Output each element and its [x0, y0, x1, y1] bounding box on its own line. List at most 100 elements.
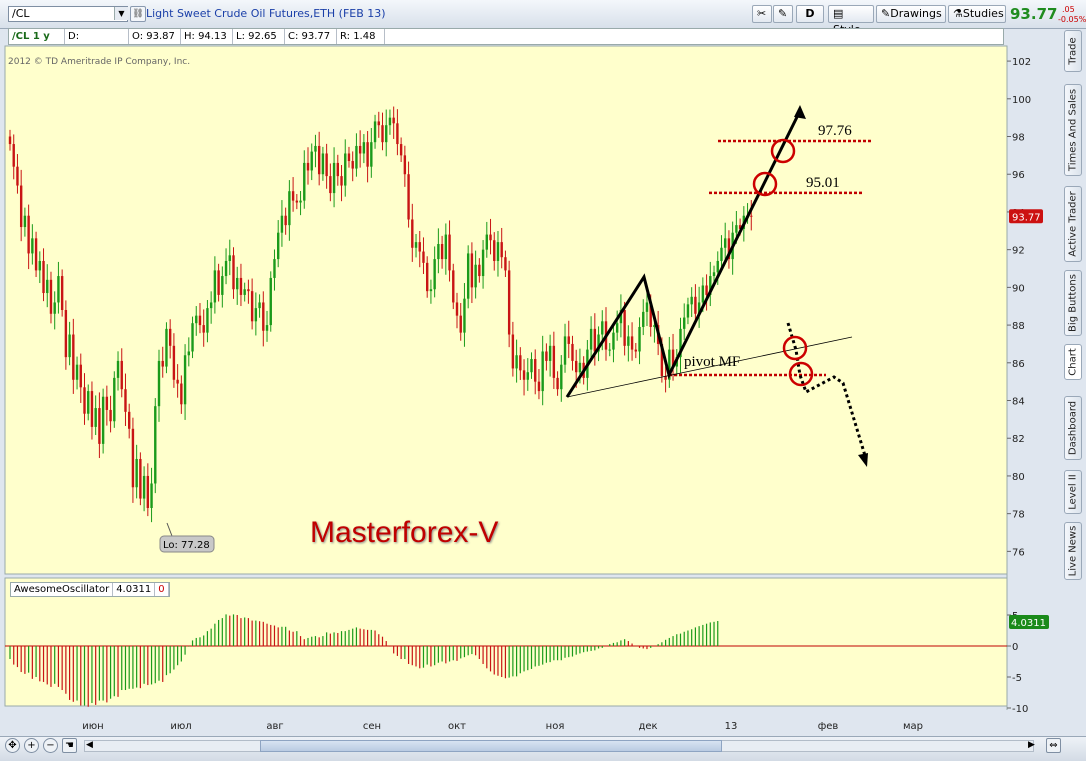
candle-body [46, 279, 49, 294]
candle-body [426, 262, 429, 292]
candle-body [593, 328, 597, 352]
candle-body [64, 310, 68, 358]
zoom-out-icon[interactable]: − [43, 738, 58, 753]
candle-body [57, 276, 60, 303]
candle-body [537, 381, 541, 392]
pivot-label: pivot MF [684, 354, 740, 370]
candle-body [224, 260, 228, 277]
candle-body [534, 359, 537, 382]
wrench-icon[interactable]: ✎ [773, 5, 793, 23]
candle-body [418, 242, 421, 252]
instrument-title[interactable]: Light Sweet Crude Oil Futures,ETH (FEB 1… [146, 7, 386, 20]
candle-body [381, 125, 384, 143]
candle-body [615, 323, 619, 333]
candle-body [209, 302, 213, 309]
tools-icon[interactable]: ✂ [752, 5, 772, 23]
candle-body [578, 362, 582, 373]
candle-body [27, 215, 30, 254]
info-close: C: 93.77 [285, 29, 337, 44]
candle-body [493, 240, 496, 261]
candle-body [38, 260, 41, 271]
tab-dashboard[interactable]: Dashboard [1064, 396, 1082, 460]
candle-body [444, 234, 448, 260]
candle-body [638, 326, 641, 352]
tab-dashboard-label: Dashboard [1067, 400, 1079, 456]
link-icon[interactable]: ⛓ [130, 6, 146, 22]
studies-label: Studies [962, 7, 1004, 20]
tab-trade-label: Trade [1067, 37, 1079, 65]
candle-body [157, 360, 161, 407]
tab-news-label: Live News [1067, 525, 1079, 577]
candle-body [601, 321, 604, 335]
candle-body [232, 255, 235, 290]
candle-body [686, 304, 690, 318]
candle-body [716, 260, 719, 273]
dotted-projection [786, 322, 868, 460]
oscillator-label[interactable]: AwesomeOscillator 4.0311 0 [10, 582, 170, 597]
low-label: Lo: 77.28 [163, 540, 210, 551]
drawings-button[interactable]: ✎Drawings [876, 5, 946, 23]
candle-body [712, 272, 716, 277]
candle-body [679, 328, 682, 358]
price-tick-label: 96 [1012, 170, 1025, 181]
studies-button[interactable]: ⚗Studies [948, 5, 1006, 23]
candle-body [399, 144, 403, 156]
scroll-left-icon[interactable]: ◀ [86, 740, 93, 750]
last-price: 93.77 [1010, 5, 1058, 23]
tab-trade[interactable]: Trade [1064, 30, 1082, 72]
candle-body [373, 121, 377, 143]
zoom-in-icon[interactable]: + [24, 738, 39, 753]
style-button[interactable]: ▤ Style [828, 5, 874, 36]
price-axis: 767880828486889092949698100102 [1007, 57, 1031, 558]
tab-chart[interactable]: Chart [1064, 344, 1082, 380]
symbol-dropdown-icon[interactable]: ▼ [114, 7, 128, 20]
candle-body [634, 349, 637, 352]
low-marker: Lo: 77.28 [159, 522, 215, 553]
candle-body [79, 364, 82, 388]
scroll-right-icon[interactable]: ▶ [1028, 740, 1035, 750]
tab-level-ii[interactable]: Level II [1064, 470, 1082, 514]
scrollbar-thumb[interactable] [260, 740, 722, 752]
month-label: июл [170, 721, 191, 732]
tab-active-trader[interactable]: Active Trader [1064, 186, 1082, 262]
period-button[interactable]: D [796, 5, 824, 23]
candle-body [213, 270, 217, 303]
chart-area[interactable]: 767880828486889092949698100102 50-5-10 и… [0, 45, 1060, 735]
candle-body [325, 153, 328, 177]
tab-big-buttons[interactable]: Big Buttons [1064, 270, 1082, 336]
candle-body [411, 219, 414, 248]
info-low: L: 92.65 [233, 29, 285, 44]
candle-body [452, 270, 455, 303]
time-axis: июн июл авг сен окт ноя дек 13 фев мар [82, 721, 923, 732]
symbol-input[interactable]: /CL [8, 6, 128, 22]
candle-body [12, 144, 15, 167]
candle-body [187, 351, 190, 356]
tab-times-and-sales[interactable]: Times And Sales [1064, 84, 1082, 176]
candle-body [202, 325, 205, 333]
price-tick-label: 100 [1012, 95, 1031, 106]
level-label-mid: 95.01 [806, 175, 840, 191]
candle-body [552, 345, 556, 378]
annotation-levels [669, 139, 872, 377]
candle-body [146, 475, 150, 508]
tab-big-label: Big Buttons [1067, 274, 1079, 332]
tab-level-label: Level II [1067, 474, 1079, 510]
expand-icon[interactable]: ⇔ [1046, 738, 1061, 753]
candle-body [504, 257, 507, 271]
candle-body [589, 328, 593, 350]
style-icon: ▤ [833, 7, 844, 20]
candle-body [139, 458, 142, 499]
info-symbol-period[interactable]: /CL 1 y D [9, 29, 65, 57]
tab-live-news[interactable]: Live News [1064, 522, 1082, 580]
candle-body [142, 475, 146, 499]
osc-second: 0 [155, 583, 169, 596]
candle-body [683, 317, 686, 329]
candle-body [470, 253, 474, 288]
candle-body [481, 249, 485, 277]
hand-icon[interactable]: ☚ [62, 738, 77, 753]
month-label: дек [638, 721, 657, 732]
pan-icon[interactable]: ✥ [5, 738, 20, 753]
candle-body [556, 377, 559, 390]
candle-body [619, 310, 623, 324]
candle-body [668, 349, 671, 380]
